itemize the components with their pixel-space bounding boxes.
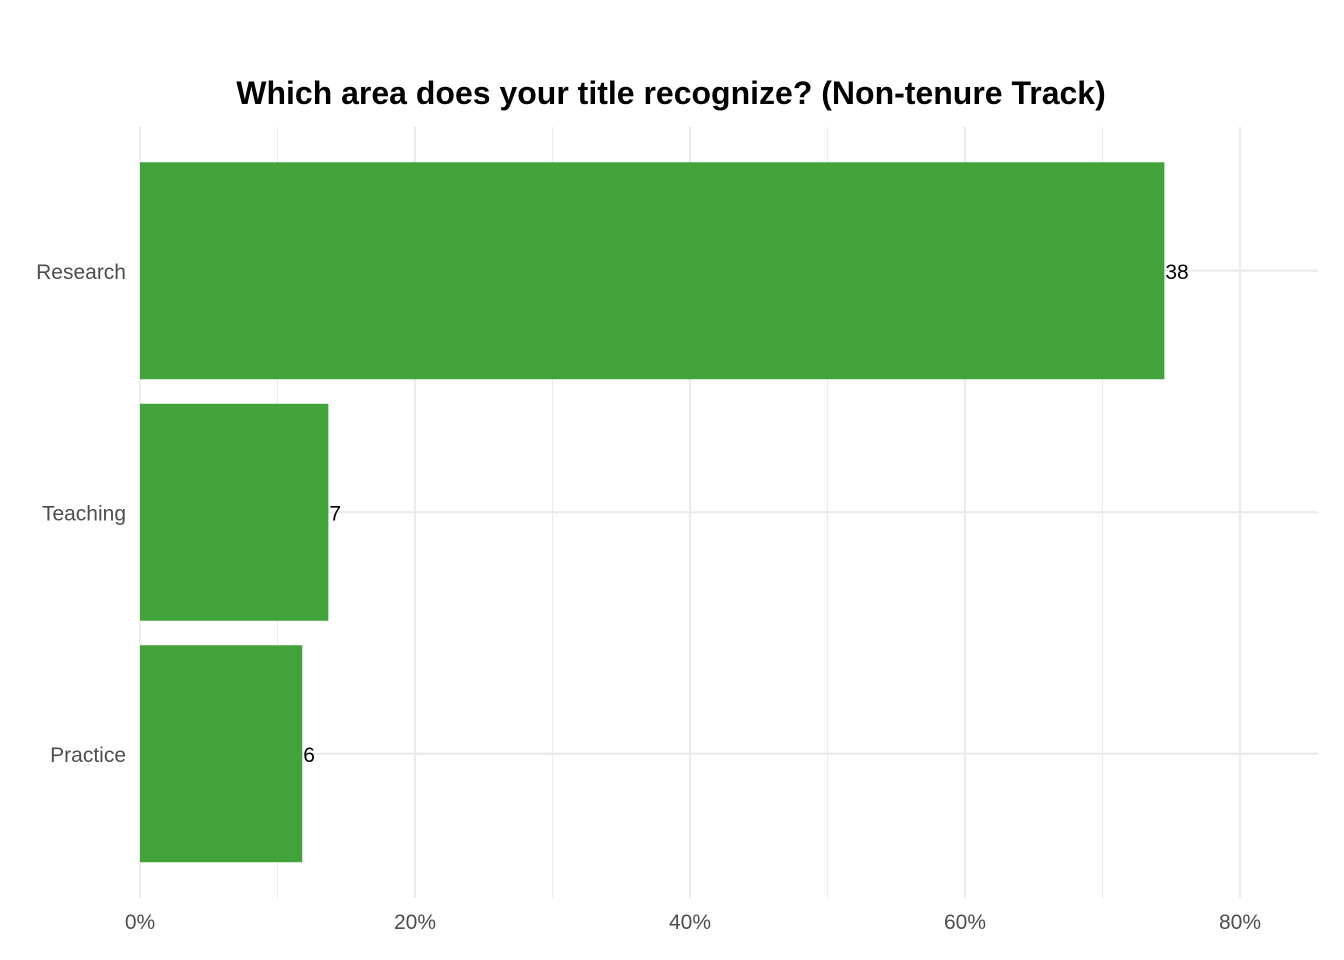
x-tick-label: 40%	[669, 911, 711, 934]
x-tick-label: 80%	[1219, 911, 1261, 934]
x-tick-label: 60%	[944, 911, 986, 934]
category-labels: Research Teaching Practice	[36, 261, 126, 767]
bar-practice	[140, 645, 303, 863]
chart-title: Which area does your title recognize? (N…	[236, 75, 1106, 111]
bar-teaching	[140, 403, 329, 621]
data-label-teaching: 7	[329, 502, 341, 525]
x-tick-label: 20%	[394, 911, 436, 934]
bars	[140, 162, 1165, 863]
x-tick-labels: 0% 20% 40% 60% 80%	[125, 911, 1261, 934]
category-label-practice: Practice	[50, 744, 126, 767]
category-label-research: Research	[36, 261, 126, 284]
bar-research	[140, 162, 1165, 380]
category-label-teaching: Teaching	[42, 502, 126, 525]
x-tick-label: 0%	[125, 911, 155, 934]
data-label-research: 38	[1165, 261, 1188, 284]
data-labels: 38 7 6	[303, 261, 1188, 767]
data-label-practice: 6	[303, 744, 315, 767]
